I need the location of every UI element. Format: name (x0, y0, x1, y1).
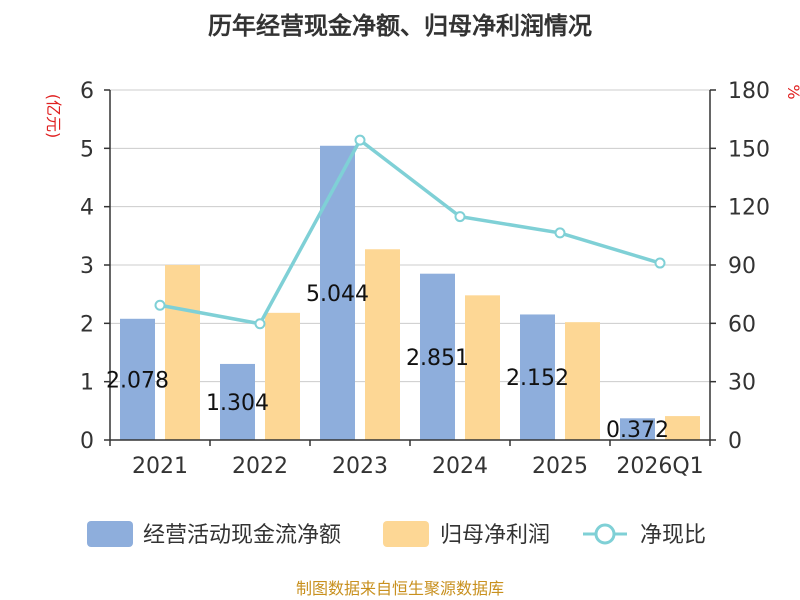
x-tick-label: 2025 (532, 454, 588, 479)
legend-swatch-cashflow (87, 521, 133, 547)
bar-cashflow (520, 314, 555, 440)
bar-cashflow (620, 418, 655, 440)
bar-profit (365, 249, 400, 440)
data-label-cashflow: 0.372 (606, 418, 669, 443)
legend: 经营活动现金流净额 归母净利润 净现比 (87, 521, 706, 548)
data-label-cashflow: 2.851 (406, 346, 469, 371)
ratio-line (159, 137, 661, 326)
legend-label-ratio: 净现比 (640, 523, 706, 548)
ratio-line-group (154, 134, 666, 330)
right-axis-unit: % (784, 84, 800, 99)
ratio-point (554, 227, 566, 239)
bar-cashflow (220, 363, 255, 440)
ratio-point (254, 318, 266, 330)
legend-label-profit: 归母净利润 (440, 523, 550, 548)
bar-profit (665, 416, 700, 440)
left-axis-unit: (亿元) (44, 94, 63, 139)
right-tick-label: 30 (728, 371, 756, 396)
ratio-point (654, 257, 666, 269)
left-tick-label: 0 (80, 429, 94, 454)
legend-swatch-profit (383, 521, 429, 547)
bars (120, 145, 700, 440)
gridlines (110, 89, 710, 383)
right-tick-label: 120 (728, 196, 770, 221)
data-label-cashflow: 2.078 (106, 368, 169, 393)
bar-profit (565, 322, 600, 440)
bar-cashflow (120, 318, 155, 440)
right-tick-label: 0 (728, 429, 742, 454)
x-tick-label: 2022 (232, 454, 288, 479)
right-tick-label: 180 (728, 79, 770, 104)
source-note: 制图数据来自恒生聚源数据库 (296, 579, 504, 598)
left-tick-label: 3 (80, 254, 94, 279)
ratio-point (154, 299, 166, 311)
bar-profit (265, 312, 300, 440)
right-tick-label: 150 (728, 137, 770, 162)
legend-marker-ratio (594, 523, 616, 545)
bar-profit (465, 295, 500, 440)
data-label-cashflow: 2.152 (506, 366, 569, 391)
left-tick-label: 5 (80, 137, 94, 162)
legend-label-cashflow: 经营活动现金流净额 (143, 523, 341, 548)
chart-title: 历年经营现金净额、归母净利润情况 (208, 12, 592, 40)
x-tick-label: 2024 (432, 454, 488, 479)
bar-cashflow (320, 145, 355, 440)
left-tick-label: 1 (80, 371, 94, 396)
data-label-cashflow: 1.304 (206, 391, 269, 416)
x-tick-label: 2023 (332, 454, 388, 479)
bar-profit (165, 265, 200, 440)
left-tick-label: 4 (80, 196, 94, 221)
right-tick-label: 60 (728, 312, 756, 337)
ratio-point (354, 134, 366, 146)
left-tick-label: 6 (80, 79, 94, 104)
left-tick-label: 2 (80, 312, 94, 337)
bar-cashflow (420, 273, 455, 440)
data-label-cashflow: 5.044 (306, 282, 369, 307)
ratio-point (454, 211, 466, 223)
x-tick-label: 2026Q1 (616, 454, 703, 479)
x-tick-label: 2021 (132, 454, 188, 479)
data-labels: 2.078 1.304 5.044 2.851 2.152 0.372 (106, 282, 669, 443)
right-tick-label: 90 (728, 254, 756, 279)
